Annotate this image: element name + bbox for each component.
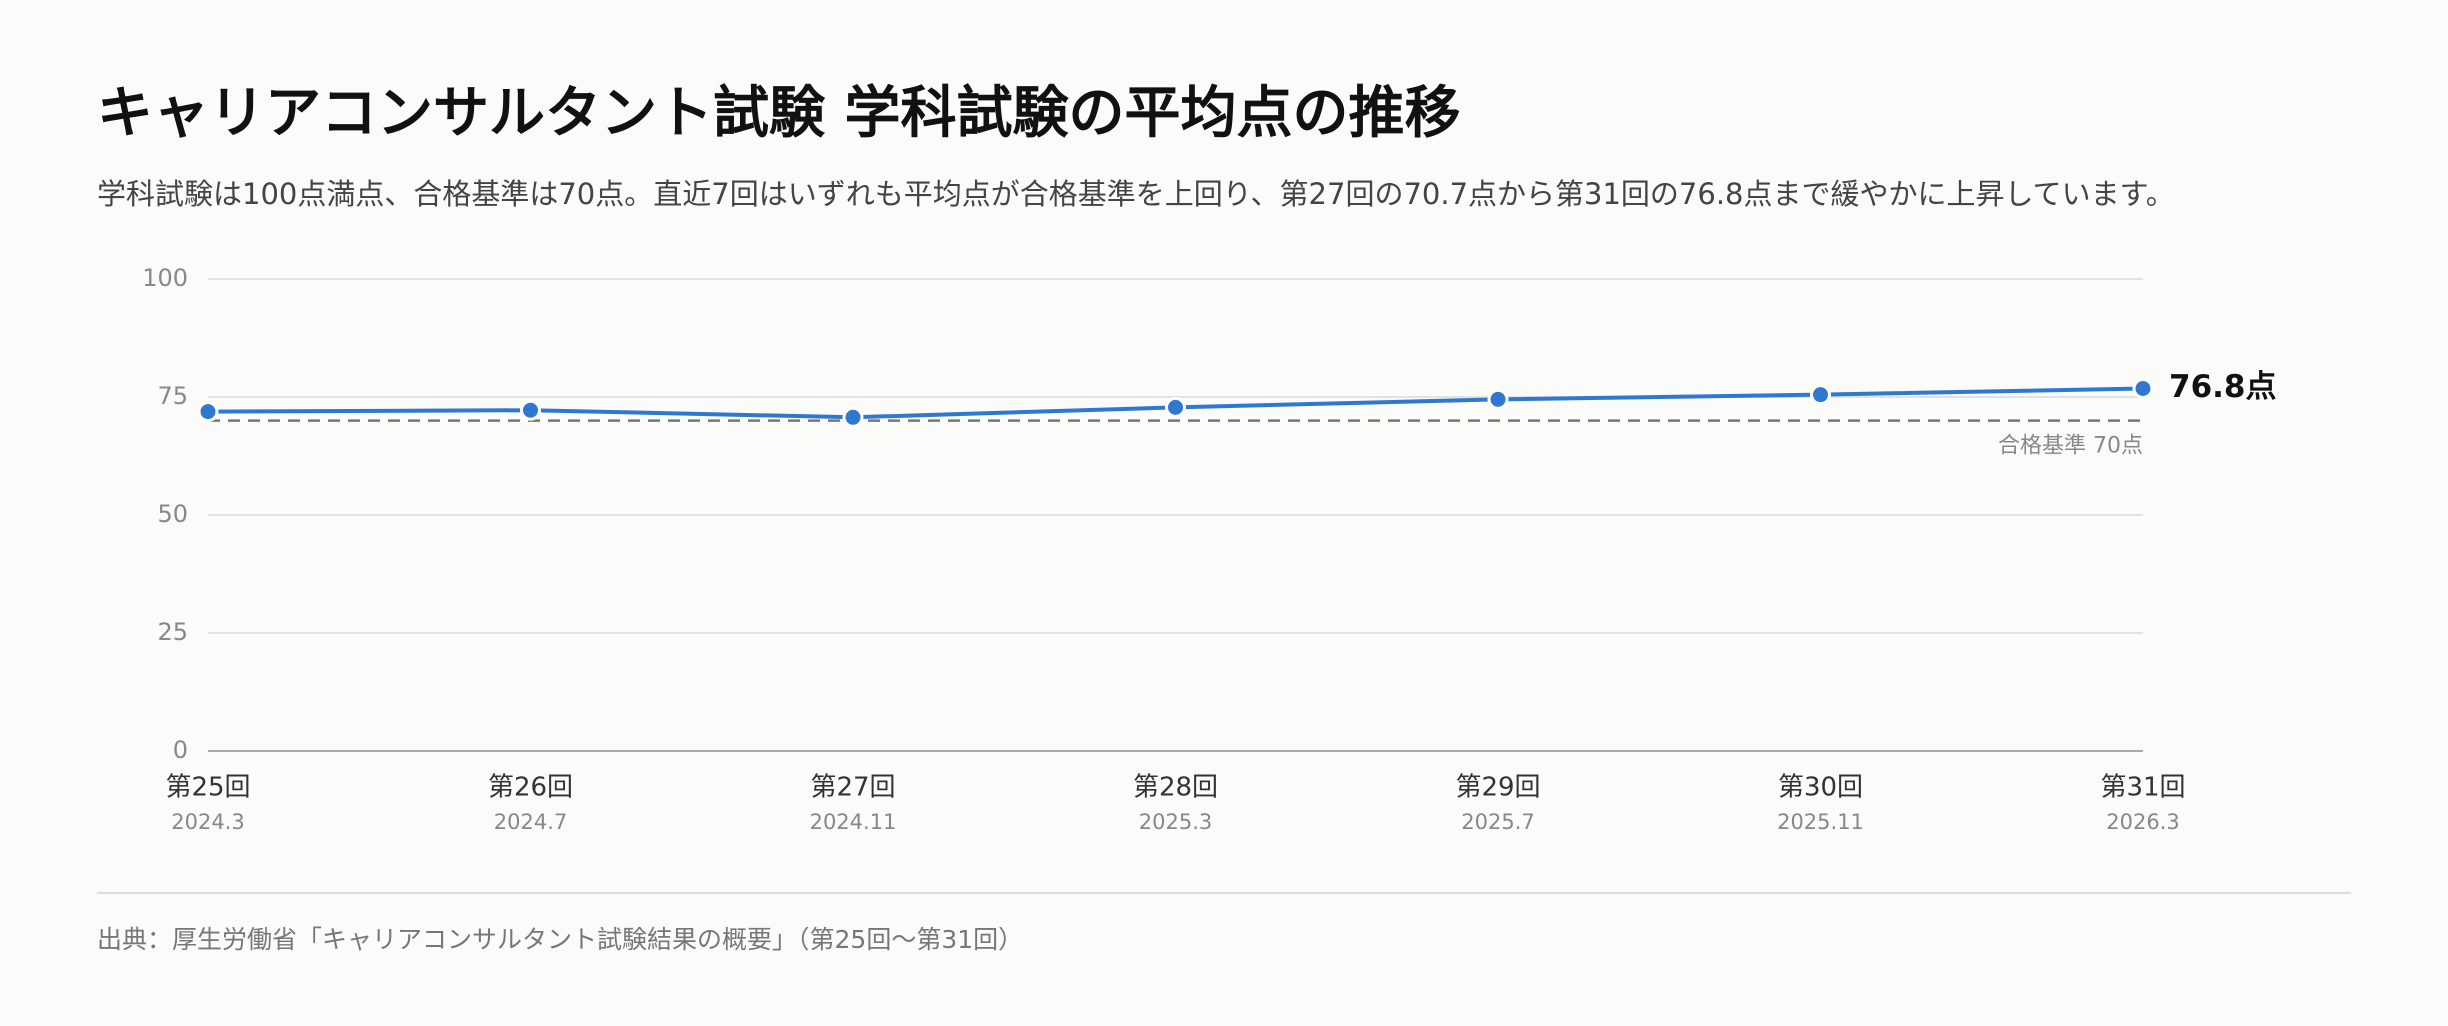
x-tick-label: 第29回	[1455, 773, 1540, 803]
data-point	[1810, 384, 1831, 406]
value-label: 76.8点	[2169, 369, 2277, 405]
x-date-label: 2024.7	[494, 810, 567, 834]
y-tick-label: 25	[157, 618, 188, 646]
x-date-label: 2026.3	[2106, 810, 2179, 834]
y-tick-label: 100	[142, 264, 188, 292]
chart-title: キャリアコンサルタント試験 学科試験の平均点の推移	[97, 81, 1461, 146]
x-date-label: 2025.7	[1461, 810, 1534, 834]
x-tick-label: 第31回	[2100, 773, 2185, 803]
y-tick-label: 0	[173, 736, 188, 764]
data-point	[520, 399, 541, 421]
chart-subtitle: 学科試験は100点満点、合格基準は70点。直近7回はいずれも平均点が合格基準を上…	[97, 177, 2175, 211]
x-tick-label: 第25回	[165, 773, 250, 803]
reference-label: 合格基準 70点	[1998, 434, 2143, 459]
x-tick-label: 第26回	[488, 773, 573, 803]
x-tick-label: 第27回	[810, 773, 895, 803]
x-tick-label: 第28回	[1133, 773, 1218, 803]
source: 出典：厚生労働省「キャリアコンサルタント試験結果の概要」（第25回〜第31回）	[97, 925, 1023, 954]
data-point	[1165, 396, 1186, 418]
x-date-label: 2025.3	[1139, 810, 1212, 834]
data-point	[197, 401, 219, 423]
x-tick-label: 第30回	[1778, 773, 1863, 803]
x-date-label: 2024.3	[171, 810, 244, 834]
y-tick-label: 75	[157, 382, 188, 410]
x-date-label: 2025.11	[1777, 810, 1864, 834]
x-date-label: 2024.11	[810, 810, 897, 834]
data-point	[842, 406, 864, 428]
data-point	[2132, 378, 2154, 400]
y-tick-label: 50	[157, 500, 188, 528]
data-point	[1487, 388, 1509, 410]
